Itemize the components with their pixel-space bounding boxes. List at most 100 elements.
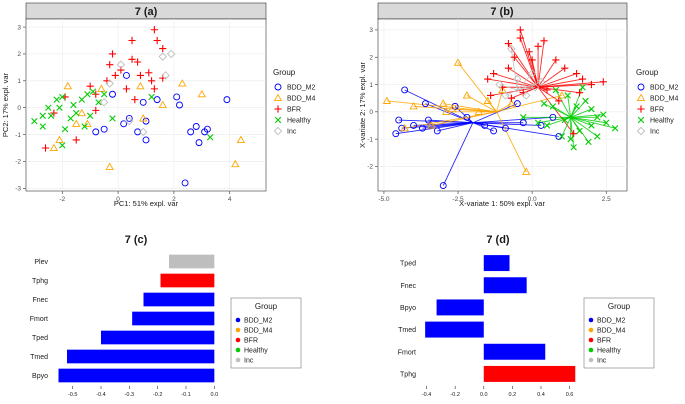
- a-point-bdd_m2: [100, 125, 108, 133]
- a-point-bdd_m4: [83, 119, 92, 127]
- a-point-healthy: [67, 115, 74, 122]
- b-centroid-line-bdd_m2: [472, 122, 559, 137]
- b-point-healthy: [564, 92, 571, 99]
- b-legend-symbol-healthy: [637, 116, 645, 124]
- b-point-healthy: [582, 97, 589, 105]
- a-point-bfr: [159, 44, 167, 53]
- b-centroid-line-bfr: [537, 59, 557, 88]
- b-point-bfr: [540, 37, 548, 45]
- a-legend-symbol-bfr: [274, 105, 282, 113]
- c-category-label-plev: Plev: [34, 259, 48, 266]
- b-point-healthy: [534, 119, 542, 126]
- b-point-bfr: [510, 53, 518, 61]
- a-point-healthy: [59, 142, 66, 149]
- a-point-bfr: [134, 58, 142, 66]
- c-legend-dot-inc: [235, 357, 241, 363]
- b-centroid-line-healthy: [555, 89, 572, 118]
- c-category-label-fnec: Fnec: [32, 297, 48, 304]
- panel-d-legend-box: [583, 297, 655, 369]
- b-centroid-line-bdd_m4: [466, 95, 497, 113]
- b-point-bfr: [561, 64, 569, 72]
- c-x-tick-label: -0.3: [125, 392, 134, 398]
- d-category-label-tped: Tped: [400, 261, 416, 268]
- a-point-healthy: [72, 109, 80, 117]
- a-point-bfr: [106, 61, 114, 69]
- b-point-bfr: [516, 34, 524, 42]
- a-point-healthy: [61, 125, 69, 133]
- a-point-bdd_m2: [176, 101, 183, 109]
- panel-b-plot-area: [377, 18, 628, 192]
- a-point-bdd_m4: [231, 159, 240, 168]
- b-legend-label-bfr: BFR: [650, 107, 664, 114]
- c-legend-dot-healthy: [235, 347, 241, 353]
- a-legend-label-bfr: BFR: [287, 107, 301, 114]
- b-centroid-line-bdd_m2: [472, 116, 553, 124]
- panel-b-legend-title: Group: [636, 68, 659, 77]
- b-point-bfr: [575, 89, 584, 97]
- b-centroid-line-bdd_m2: [472, 122, 494, 132]
- b-point-healthy: [585, 138, 592, 146]
- a-point-healthy: [31, 117, 38, 125]
- c-x-tick-label: -0.1: [181, 392, 190, 398]
- b-point-bfr: [599, 78, 607, 86]
- b-point-healthy: [561, 116, 568, 124]
- a-legend-symbol-bdd_m2: [274, 83, 282, 91]
- b-centroid-line-bfr: [537, 86, 560, 102]
- a-point-bfr: [72, 136, 80, 144]
- panel-a-y-ticks: -3 -2 -1 0 1 2 3: [15, 24, 26, 193]
- b-point-bfr: [552, 56, 560, 64]
- panel-c-title: 7 (c): [125, 234, 148, 246]
- a-x-tick-label: -2: [59, 196, 65, 203]
- panel-d-legend-title: Group: [608, 302, 631, 311]
- a-point-bdd_m2: [223, 96, 231, 104]
- b-point-bfr: [516, 26, 524, 34]
- c-bar-tped: [101, 330, 215, 345]
- a-point-bfr: [150, 85, 158, 93]
- d-category-label-fmort: Fmort: [398, 349, 416, 356]
- b-point-healthy: [558, 133, 566, 140]
- panel-c-legend: Group BDD_M2 BDD_M4 BFR Healthy Inc: [230, 297, 302, 369]
- b-point-bdd_m2: [490, 127, 498, 135]
- c-legend-dot-bfr: [235, 337, 241, 343]
- a-point-healthy: [70, 101, 77, 109]
- b-point-bfr: [555, 97, 563, 105]
- b-point-bdd_m2: [439, 182, 447, 189]
- panel-c-bars: [58, 254, 215, 383]
- b-centroid-line-bfr: [538, 81, 604, 88]
- b-point-bdd_m4: [382, 96, 392, 104]
- b-point-healthy: [520, 114, 527, 121]
- a-point-bdd_m4: [77, 108, 87, 117]
- b-centroid-line-healthy: [570, 116, 616, 129]
- a-y-tick-label: 1: [17, 78, 21, 85]
- b-point-bfr: [504, 64, 513, 72]
- b-y-tick-label: 0: [369, 109, 373, 116]
- panel-a-y-axis-label: PC2: 17% expl. var: [1, 72, 10, 137]
- d-x-tick-label: 0.0: [480, 392, 488, 398]
- b-point-bdd_m4: [521, 167, 531, 175]
- b-centroid-line-healthy: [570, 117, 589, 143]
- b-centroid-line-inc: [516, 73, 533, 91]
- c-category-label-fmort: Fmort: [30, 316, 48, 323]
- a-point-bdd_m4: [158, 100, 167, 109]
- a-point-bfr: [128, 55, 136, 63]
- d-x-tick-label: 0.2: [509, 392, 517, 398]
- a-point-bdd_m2: [195, 139, 203, 147]
- b-centroid-line-healthy: [543, 103, 571, 118]
- b-point-bdd_m4: [453, 58, 463, 66]
- a-point-inc: [116, 60, 126, 69]
- b-centroid-line-bdd_m2: [442, 122, 474, 186]
- b-x-tick-label: -2.5: [452, 196, 464, 203]
- b-point-inc: [507, 44, 516, 54]
- c-legend-label-inc: Inc: [244, 358, 254, 365]
- a-point-healthy: [53, 96, 60, 103]
- b-centroid-line-inc: [517, 81, 542, 91]
- b-centroid-line-bfr: [537, 73, 577, 88]
- a-legend-symbol-healthy: [274, 116, 282, 124]
- panel-a-points: [31, 26, 246, 187]
- panel-b-gridlines: [378, 19, 627, 191]
- d-bar-tphg: [483, 365, 576, 382]
- a-legend-symbol-inc: [273, 126, 283, 136]
- b-point-bdd_m4: [400, 123, 409, 132]
- b-legend-symbol-bfr: [637, 105, 645, 113]
- c-category-label-tmed: Tmed: [30, 354, 48, 361]
